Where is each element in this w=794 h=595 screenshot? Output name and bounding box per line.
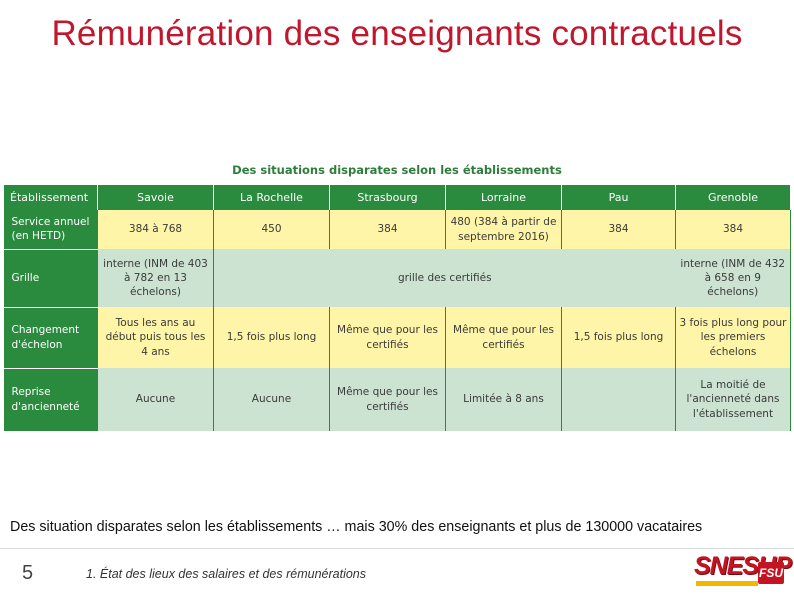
- slide-title: Rémunération des enseignants contractuel…: [51, 14, 743, 53]
- header-etablissement: Établissement: [3, 185, 98, 210]
- row-label-grille: Grille: [3, 249, 98, 308]
- header-lorraine: Lorraine: [445, 185, 562, 210]
- table-cell: 384: [561, 210, 676, 249]
- table-cell: [561, 368, 676, 431]
- table-cell-merged: grille des certifiés: [213, 249, 676, 307]
- table-cell: interne (INM de 403 à 782 en 13 échelons…: [97, 249, 214, 307]
- row-label-changement-echelon: Changement d'échelon: [3, 307, 98, 369]
- logo-badge: FSU: [758, 562, 784, 584]
- comparison-table: Établissement Savoie La Rochelle Strasbo…: [3, 185, 791, 432]
- footer-divider: [0, 548, 794, 549]
- row-label-reprise-anciennete: Reprise d'ancienneté: [3, 368, 98, 432]
- table-cell: Même que pour les certifiés: [329, 307, 446, 368]
- table-header-row: Établissement Savoie La Rochelle Strasbo…: [3, 185, 791, 210]
- header-savoie: Savoie: [97, 185, 214, 210]
- table-cell: 3 fois plus long pour les premiers échel…: [675, 307, 791, 368]
- table-cell: 384: [675, 210, 791, 249]
- table-cell: La moitié de l'ancienneté dans l'établis…: [675, 368, 791, 431]
- page-number: 5: [22, 562, 34, 584]
- table-cell: 1,5 fois plus long: [561, 307, 676, 368]
- row-label-service-annuel: Service annuel (en HETD): [3, 210, 98, 250]
- snesup-fsu-logo: SNESUP FSU: [694, 552, 792, 590]
- table-cell: 1,5 fois plus long: [213, 307, 330, 368]
- header-pau: Pau: [561, 185, 676, 210]
- table-cell: 384 à 768: [97, 210, 214, 249]
- table-row-service-annuel: Service annuel (en HETD) 384 à 768 450 3…: [3, 210, 791, 250]
- table-caption: Des situations disparates selon les étab…: [232, 163, 562, 177]
- table-row-grille: Grille interne (INM de 403 à 782 en 13 é…: [3, 249, 791, 308]
- header-grenoble: Grenoble: [675, 185, 791, 210]
- logo-underline: [696, 581, 758, 586]
- table-cell: 450: [213, 210, 330, 249]
- table-row-reprise-anciennete: Reprise d'ancienneté Aucune Aucune Même …: [3, 368, 791, 432]
- summary-text: Des situation disparates selon les établ…: [10, 519, 703, 535]
- footer-section-title: 1. État des lieux des salaires et des ré…: [86, 567, 367, 581]
- footer: [0, 548, 794, 595]
- header-strasbourg: Strasbourg: [329, 185, 446, 210]
- table-cell: Tous les ans au début puis tous les 4 an…: [97, 307, 214, 368]
- table-cell: 384: [329, 210, 446, 249]
- table-cell: Même que pour les certifiés: [329, 368, 446, 431]
- table-cell: Même que pour les certifiés: [445, 307, 562, 368]
- table-cell: interne (INM de 432 à 658 en 9 échelons): [675, 249, 791, 307]
- table-cell: Limitée à 8 ans: [445, 368, 562, 431]
- table-cell: Aucune: [213, 368, 330, 431]
- table-cell: Aucune: [97, 368, 214, 431]
- table-cell: 480 (384 à partir de septembre 2016): [445, 210, 562, 249]
- header-la-rochelle: La Rochelle: [213, 185, 330, 210]
- table-row-changement-echelon: Changement d'échelon Tous les ans au déb…: [3, 307, 791, 369]
